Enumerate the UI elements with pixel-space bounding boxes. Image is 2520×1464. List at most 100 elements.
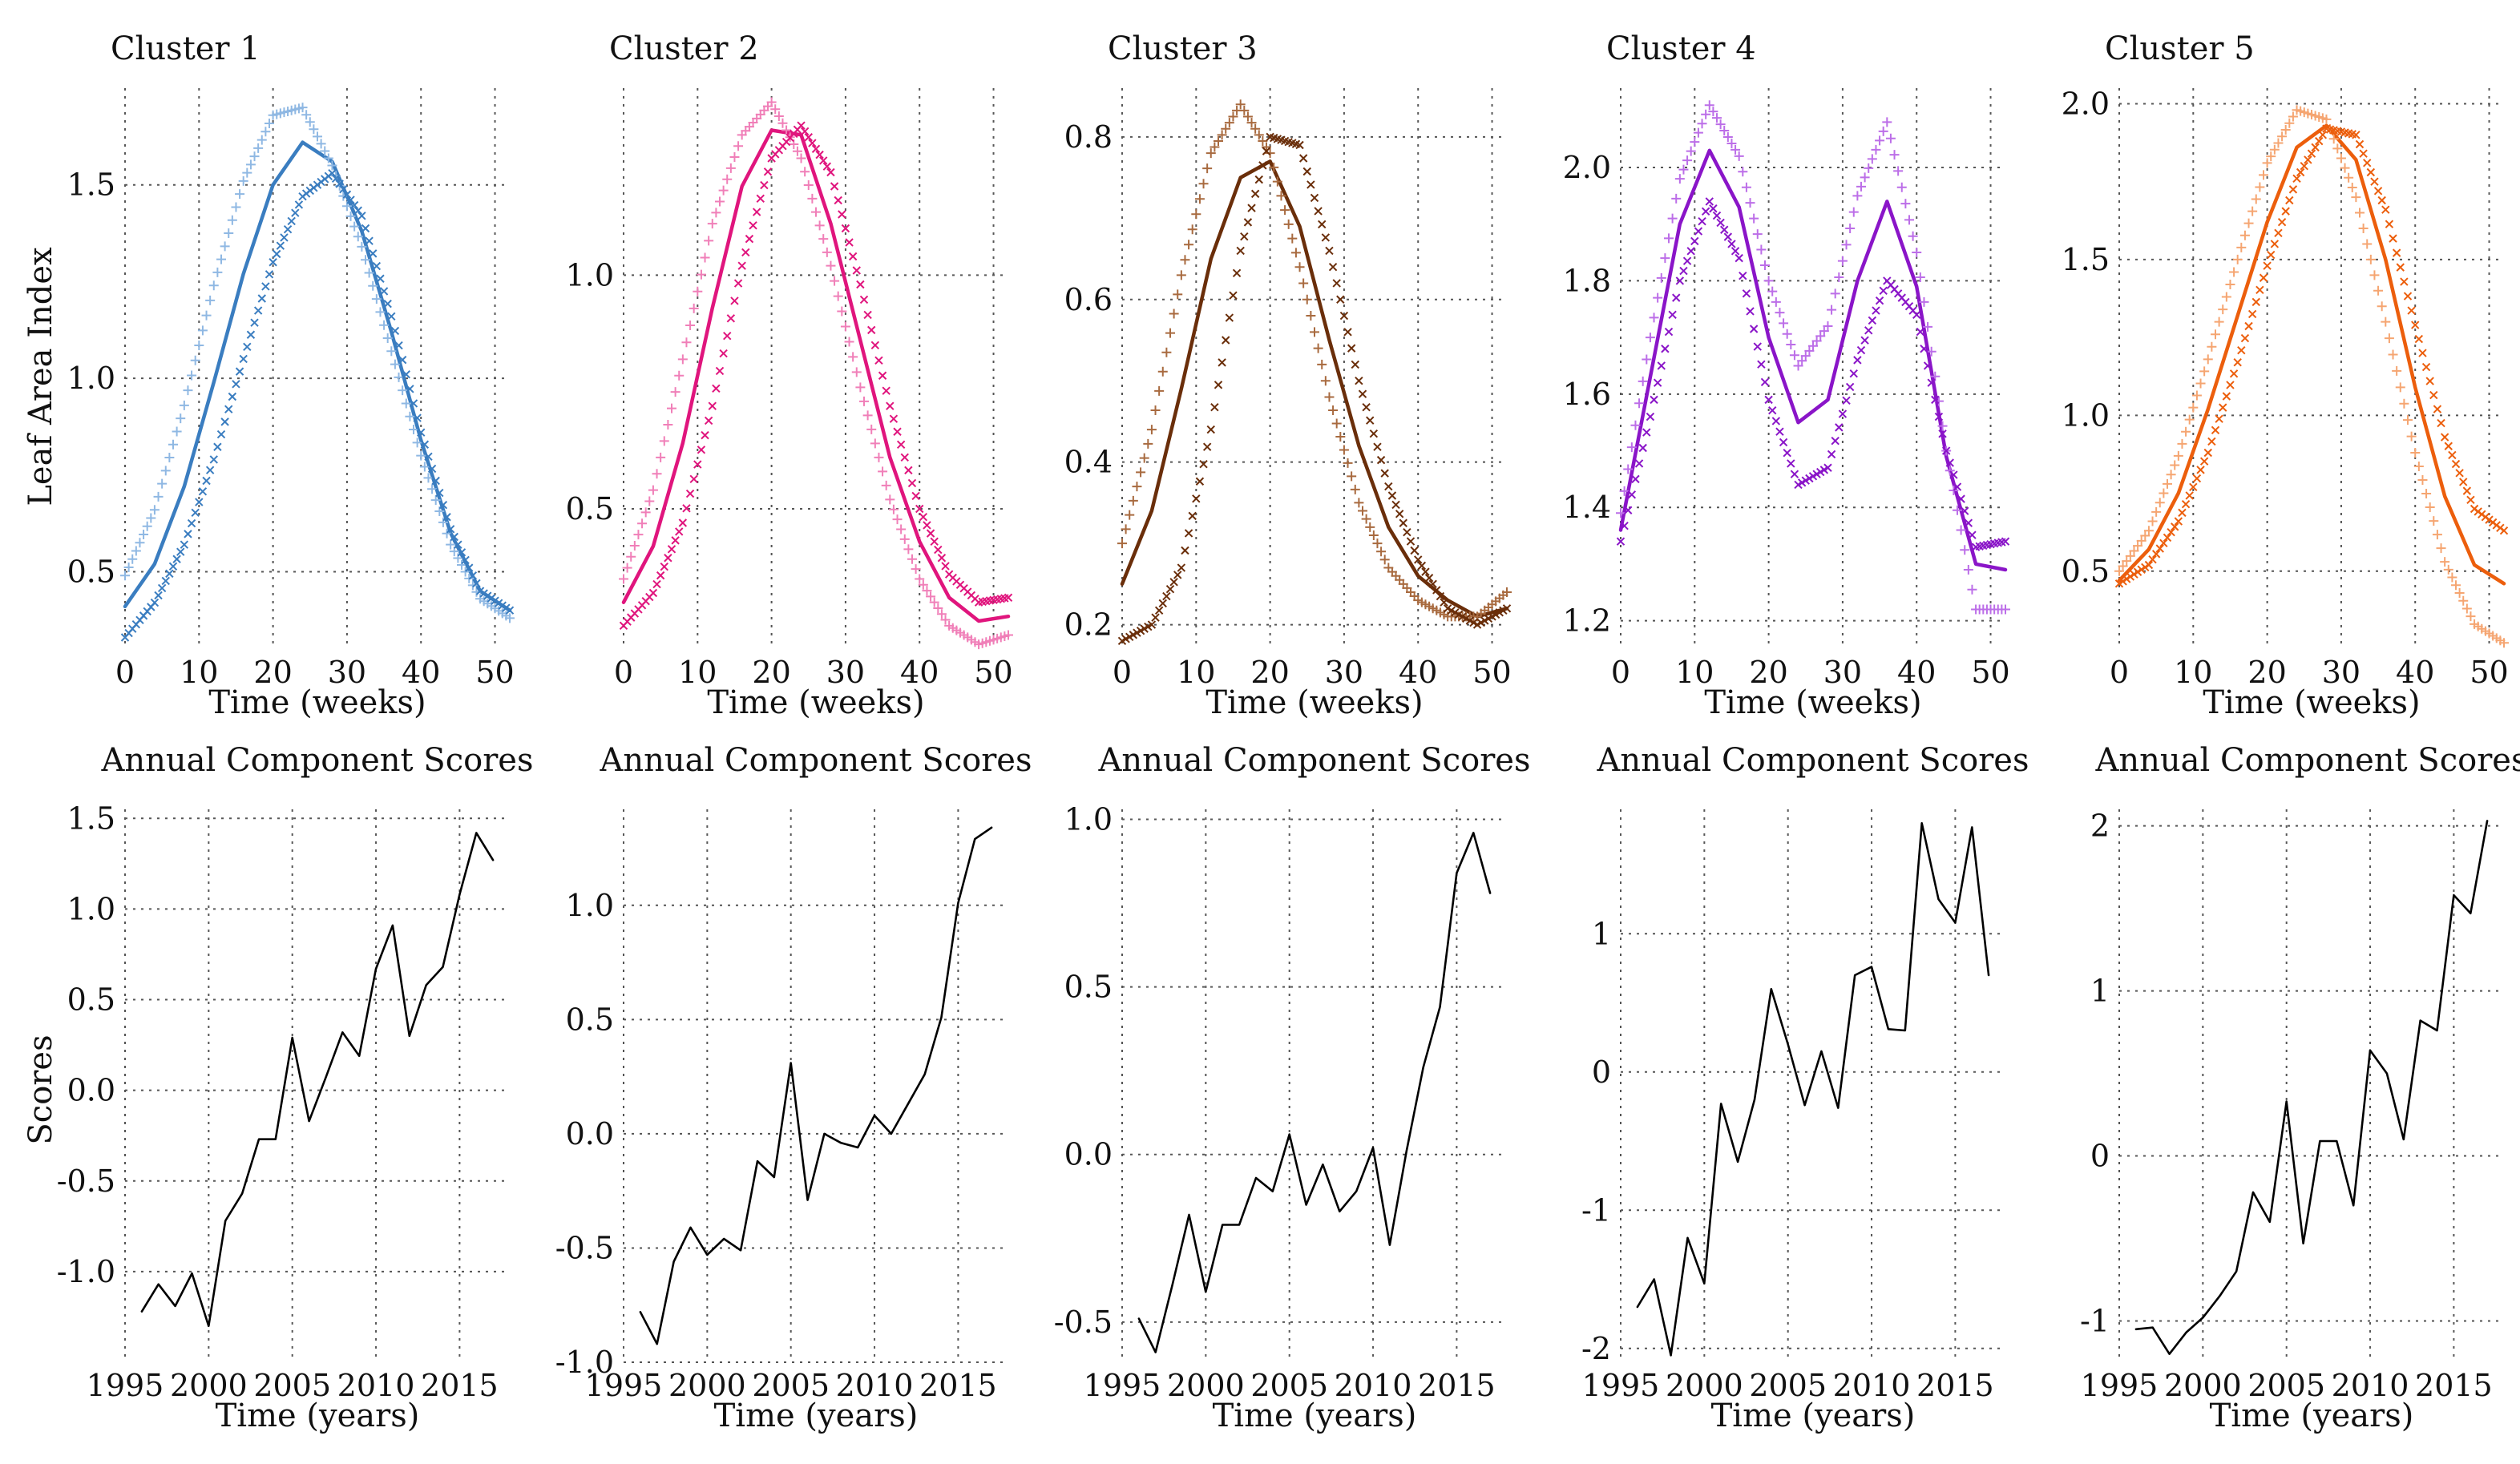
plus-marker bbox=[2214, 317, 2224, 327]
plus-marker bbox=[915, 574, 925, 584]
plus-marker bbox=[2440, 557, 2450, 567]
cross-marker bbox=[2211, 425, 2220, 435]
cross-marker bbox=[889, 414, 899, 423]
cross-marker bbox=[2118, 577, 2127, 586]
plus-marker bbox=[1276, 191, 1286, 201]
cross-marker bbox=[2174, 517, 2183, 526]
plus-marker bbox=[1674, 174, 1685, 184]
cross-marker bbox=[1339, 311, 1349, 321]
plus-marker bbox=[2159, 488, 2169, 498]
cross-marker bbox=[406, 385, 414, 393]
x-tick-label: 2005 bbox=[2247, 1368, 2325, 1403]
cross-marker bbox=[1328, 262, 1338, 272]
cross-marker bbox=[1158, 599, 1167, 608]
plus-marker bbox=[1205, 148, 1216, 159]
plus-marker bbox=[260, 127, 271, 137]
cross-marker bbox=[1742, 289, 1751, 298]
plus-marker bbox=[2129, 546, 2139, 556]
plus-marker bbox=[427, 484, 438, 494]
plus-marker bbox=[2499, 638, 2509, 648]
cross-marker bbox=[1421, 567, 1430, 576]
plus-marker bbox=[1653, 292, 1663, 303]
plus-marker bbox=[722, 174, 733, 184]
plus-marker bbox=[256, 135, 267, 145]
cross-marker bbox=[331, 174, 341, 184]
cross-marker bbox=[2455, 469, 2464, 478]
cross-marker bbox=[675, 527, 684, 536]
plus-marker bbox=[1258, 135, 1268, 146]
cross-marker bbox=[1258, 161, 1267, 170]
y-tick-label: -0.5 bbox=[1054, 1305, 1113, 1340]
cross-marker bbox=[878, 371, 887, 380]
cross-marker bbox=[369, 249, 378, 258]
plus-marker bbox=[796, 153, 806, 163]
plus-marker bbox=[382, 333, 393, 343]
plus-marker bbox=[1912, 248, 1922, 258]
cross-marker bbox=[2411, 321, 2420, 329]
y-tick-label: 1.5 bbox=[67, 801, 115, 836]
cross-marker bbox=[1945, 458, 1954, 467]
plus-marker bbox=[2381, 317, 2391, 327]
chart-title: Annual Component Scores bbox=[100, 742, 533, 779]
plus-marker bbox=[2277, 131, 2288, 142]
cross-marker bbox=[1358, 389, 1367, 398]
plus-marker bbox=[633, 530, 644, 540]
cross-marker bbox=[431, 476, 440, 486]
cross-marker bbox=[804, 133, 813, 142]
plus-marker bbox=[1626, 442, 1637, 453]
plus-marker bbox=[1749, 213, 1759, 224]
plus-marker bbox=[1283, 219, 1294, 229]
plus-marker bbox=[677, 354, 688, 365]
plus-marker bbox=[656, 452, 666, 462]
cross-marker bbox=[2233, 358, 2242, 367]
cross-marker bbox=[2148, 555, 2157, 564]
x-tick-label: 50 bbox=[1472, 655, 1511, 690]
x-tick-label: 30 bbox=[1823, 655, 1862, 690]
plus-marker bbox=[1242, 111, 1253, 122]
cross-marker bbox=[1373, 442, 1382, 451]
cross-marker bbox=[280, 233, 289, 242]
plus-marker bbox=[833, 291, 843, 301]
plus-marker bbox=[766, 97, 777, 107]
cross-marker bbox=[2296, 167, 2305, 177]
cross-marker bbox=[2373, 187, 2383, 196]
cross-marker bbox=[896, 440, 906, 449]
chart-panel-9: 1995 2000 2005 2010 2015 -2 -1 0 1 Annual Compone… bbox=[1581, 742, 2029, 1434]
cross-marker bbox=[1192, 494, 1201, 503]
plus-marker bbox=[826, 260, 836, 271]
cross-marker bbox=[1210, 402, 1219, 412]
cross-marker bbox=[737, 261, 746, 270]
cross-marker bbox=[1347, 344, 1356, 353]
plus-marker bbox=[212, 267, 223, 277]
plus-marker bbox=[2399, 398, 2409, 409]
cross-marker bbox=[2178, 508, 2187, 518]
cross-marker bbox=[1362, 402, 1371, 412]
plus-marker bbox=[1864, 163, 1874, 173]
cross-marker bbox=[1835, 423, 1844, 432]
plus-marker bbox=[1752, 229, 1763, 240]
cross-marker bbox=[346, 196, 355, 204]
cross-marker bbox=[2396, 263, 2405, 272]
cross-marker bbox=[168, 562, 178, 571]
cross-marker bbox=[1428, 579, 1437, 589]
plus-marker bbox=[423, 473, 434, 483]
cross-marker bbox=[442, 513, 451, 522]
chart-title: Cluster 5 bbox=[2105, 30, 2255, 67]
plus-marker bbox=[2347, 182, 2357, 192]
y-tick-label: 1.5 bbox=[2062, 242, 2110, 277]
plus-marker bbox=[1900, 199, 1911, 209]
cross-marker bbox=[1369, 429, 1379, 438]
x-tick-label: 2010 bbox=[2332, 1368, 2409, 1403]
cross-marker bbox=[1923, 361, 1932, 370]
plus-marker bbox=[1358, 506, 1367, 516]
cross-marker bbox=[1229, 291, 1238, 300]
plus-marker bbox=[2218, 304, 2228, 315]
cross-marker bbox=[834, 196, 842, 205]
cross-marker bbox=[838, 210, 846, 219]
cross-marker bbox=[1634, 459, 1644, 468]
chart-title: Annual Component Scores bbox=[1596, 742, 2029, 779]
cross-marker bbox=[1403, 527, 1411, 537]
cross-marker bbox=[2133, 567, 2142, 576]
cross-marker bbox=[1380, 469, 1389, 478]
plus-marker bbox=[933, 603, 943, 613]
